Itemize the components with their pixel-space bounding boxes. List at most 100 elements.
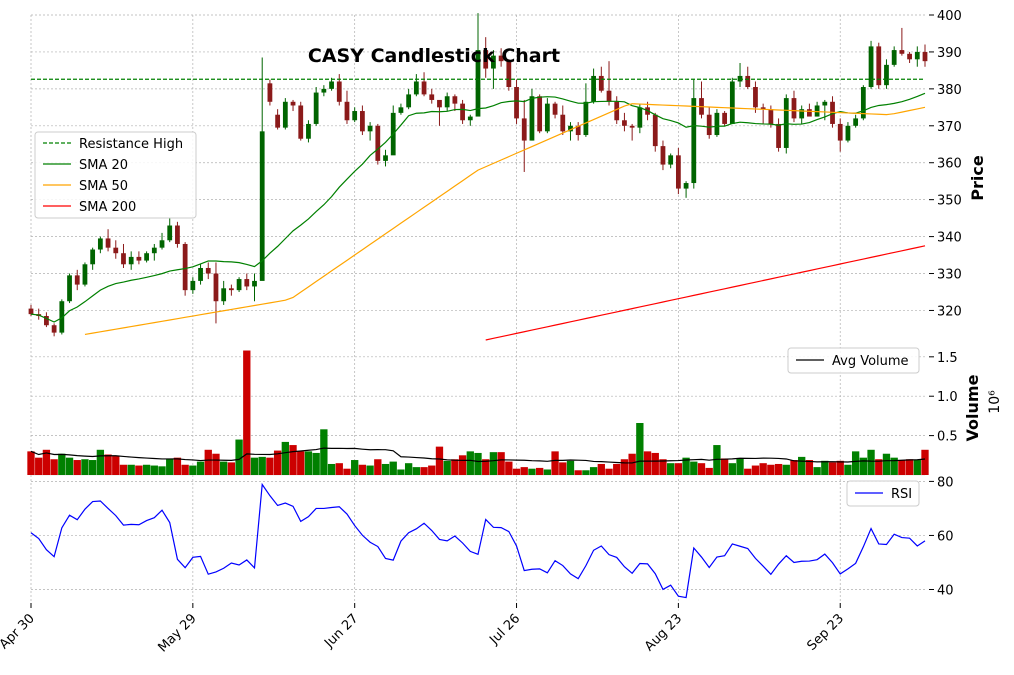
candle-body (182, 243, 188, 291)
legend-label-rsi: RSI (891, 487, 912, 502)
candle-body (167, 225, 173, 241)
candle-body (544, 103, 550, 132)
volume-bar (281, 441, 289, 475)
volume-bar (720, 458, 729, 475)
volume-bar (543, 469, 552, 475)
candle-body (691, 98, 697, 184)
candle-body (421, 81, 427, 95)
volume-legend: Avg Volume (787, 347, 920, 374)
candle (652, 112, 658, 152)
candle-body (313, 92, 319, 124)
volume-bar (250, 457, 259, 475)
candle-body (868, 46, 874, 88)
volume-bar (381, 463, 390, 475)
candle-body (236, 279, 242, 291)
rsi-tick-label: 40 (937, 583, 954, 598)
candle-body (67, 275, 72, 302)
volume-bar (389, 461, 397, 475)
volume-axis-label: Volume (963, 374, 982, 441)
candle-body (568, 125, 573, 132)
volume-bar (320, 429, 328, 475)
volume-bar (574, 470, 582, 475)
price-tick-label: 350 (937, 194, 962, 209)
volume-tick-label: 0.5 (937, 430, 958, 445)
candle (352, 107, 358, 123)
volume-bar (112, 456, 120, 475)
candle-body (151, 247, 157, 254)
volume-bar (173, 457, 182, 475)
volume-bar (535, 467, 544, 475)
candle (845, 122, 851, 143)
candle (675, 147, 681, 195)
volume-bar (682, 457, 690, 475)
volume-bar (828, 462, 837, 475)
volume-bar (273, 450, 282, 475)
volume-bar (790, 460, 798, 475)
candle-body (907, 53, 912, 60)
candle (105, 229, 111, 252)
volume-bar (189, 465, 197, 475)
volume-bar (474, 452, 482, 475)
candle (560, 105, 566, 136)
candle (791, 90, 797, 123)
candle-body (498, 55, 504, 62)
candle-body (437, 99, 442, 108)
candle-body (922, 51, 928, 62)
candle (544, 98, 550, 134)
candle-body (398, 107, 404, 113)
candle-body (383, 155, 388, 161)
candle (498, 48, 504, 67)
candle-body (452, 96, 458, 104)
volume-bar (119, 464, 128, 475)
candle-body (467, 116, 473, 121)
candle (228, 284, 234, 296)
candle-body (298, 105, 304, 139)
candle-body (244, 279, 250, 287)
candle-body (82, 264, 88, 285)
candle-body (637, 107, 643, 128)
candle-body (668, 155, 674, 165)
candle (637, 103, 643, 134)
volume-bar (713, 445, 721, 475)
volume-bar (589, 467, 598, 475)
volume-bar (528, 468, 536, 475)
volume-bar (497, 452, 505, 475)
candle-body (205, 267, 211, 274)
candle-body (714, 112, 720, 136)
candle (198, 264, 203, 285)
candle (860, 85, 866, 121)
volume-bar (266, 457, 274, 475)
volume-bar (196, 461, 205, 475)
candle (668, 153, 674, 169)
candle (753, 81, 758, 113)
volume-bar (597, 463, 605, 475)
candle (313, 87, 319, 126)
price-tick-label: 380 (937, 83, 962, 98)
volume-bar (798, 456, 806, 475)
volume-bar (158, 466, 166, 475)
rsi-line (30, 482, 926, 599)
candle-body (529, 96, 535, 141)
volume-bar (751, 465, 760, 475)
sma200-line (485, 245, 926, 341)
volume-bar (512, 468, 521, 475)
volume-bar (96, 449, 105, 475)
sma20-line (30, 92, 926, 323)
volume-bar (620, 459, 629, 475)
candle (629, 123, 635, 141)
candle (406, 88, 412, 110)
candle-body (791, 98, 797, 119)
candle (175, 221, 180, 248)
candle-body (360, 111, 365, 132)
candle (136, 251, 142, 265)
candle (151, 243, 157, 261)
volume-bar (636, 423, 644, 475)
candle (236, 277, 242, 292)
legend-label-sma50: SMA 50 (79, 179, 128, 194)
candle-body (552, 103, 558, 115)
candle-body (90, 249, 96, 265)
volume-bar (412, 467, 421, 475)
candle-body (683, 183, 689, 189)
volume-bar (297, 451, 305, 475)
